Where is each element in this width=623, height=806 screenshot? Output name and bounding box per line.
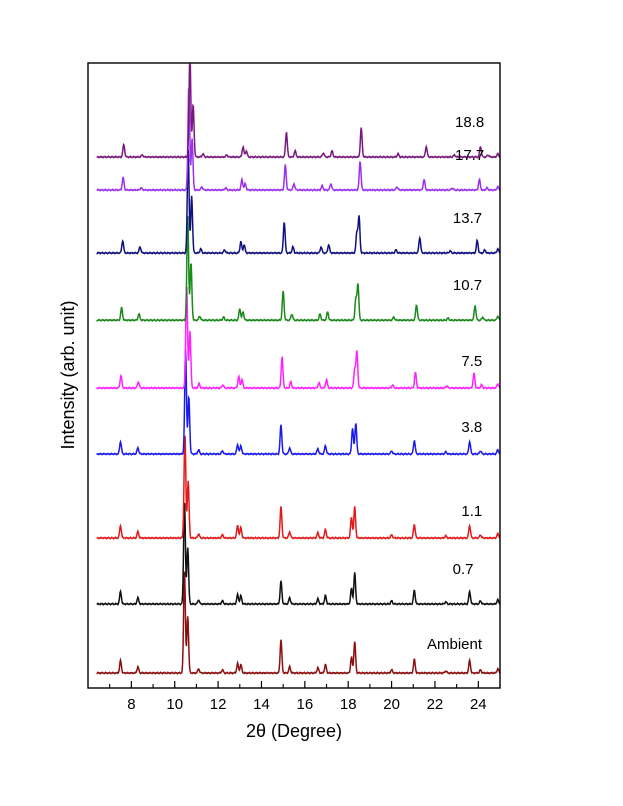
- series-layer: [96, 61, 501, 675]
- x-tick-label: 20: [383, 696, 400, 713]
- series-line-1-1: [96, 435, 501, 540]
- x-tick-label: 12: [210, 696, 227, 713]
- series-line-10-7: [96, 216, 501, 323]
- series-line-18-8: [96, 61, 501, 159]
- series-label-layer: Ambient 0.7 1.1 3.8 7.5 10.7 13.7 17.7 18.8: [427, 114, 484, 653]
- series-label-13-7: 13.7: [453, 210, 482, 227]
- series-line-ambient: [96, 570, 501, 675]
- x-axis-label: 2θ (Degree): [246, 721, 342, 741]
- x-tick-label: 10: [166, 696, 183, 713]
- plot-frame: [87, 62, 501, 689]
- y-axis-label: Intensity (arb. unit): [58, 300, 78, 449]
- series-line-7-5: [96, 286, 501, 390]
- series-line-0-7: [96, 502, 501, 606]
- x-axis-ticks: 8 10 12 14 16 18 20 22 24: [109, 681, 501, 713]
- series-line-17-7: [96, 88, 501, 192]
- series-line-13-7: [96, 149, 501, 255]
- series-label-0-7: 0.7: [453, 561, 474, 578]
- series-label-7-5: 7.5: [461, 353, 482, 370]
- x-tick-label: 22: [427, 696, 444, 713]
- series-label-18-8: 18.8: [455, 114, 484, 131]
- x-tick-label: 14: [253, 696, 270, 713]
- x-tick-label: 16: [296, 696, 313, 713]
- x-tick-label: 18: [340, 696, 357, 713]
- x-tick-label: 24: [470, 696, 487, 713]
- series-label-ambient: Ambient: [427, 636, 483, 653]
- series-line-3-8: [96, 349, 501, 456]
- series-label-17-7: 17.7: [455, 147, 484, 164]
- x-tick-label: 8: [127, 696, 135, 713]
- series-label-1-1: 1.1: [461, 503, 482, 520]
- series-label-3-8: 3.8: [461, 419, 482, 436]
- series-label-10-7: 10.7: [453, 277, 482, 294]
